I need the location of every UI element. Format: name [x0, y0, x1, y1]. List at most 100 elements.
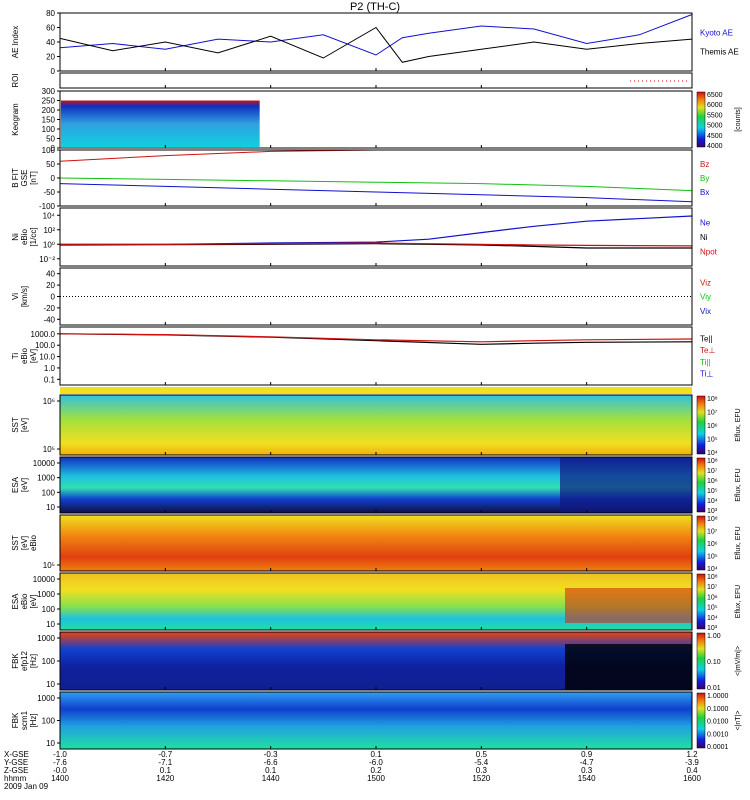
y-axis-label: GSE: [20, 170, 29, 187]
y-axis-label: [eV]: [29, 594, 38, 608]
y-tick-label: 100: [42, 146, 56, 155]
y-tick-label: 100: [42, 605, 56, 614]
y-tick-label: 250: [42, 97, 56, 106]
colorbar-tick-label: 0.10: [707, 659, 721, 666]
colorbar-tick-label: 10⁷: [707, 468, 718, 475]
colorbar-label: <|mV/m|>: [735, 646, 742, 676]
y-tick-label: 200: [42, 106, 56, 115]
footer-value: -6.0: [369, 758, 383, 767]
colorbar-tick-label: 10³: [707, 508, 718, 515]
legend-entry: Ne: [700, 219, 711, 228]
y-tick-label: 10: [46, 680, 55, 689]
colorbar-tick-label: 4000: [707, 143, 723, 150]
series-line: [60, 215, 693, 245]
colorbar-label: <|nT|>: [735, 711, 742, 731]
footer-value: -7.1: [158, 758, 172, 767]
y-tick-label: 1000.0: [31, 330, 56, 339]
y-tick-label: 100: [42, 125, 56, 134]
y-tick-label: 10⁴: [43, 211, 56, 220]
y-tick-label: 10⁵: [43, 561, 55, 570]
y-tick-label: 10.0: [39, 353, 55, 362]
footer-value: 0.5: [476, 750, 488, 759]
footer-row-label: Z-GSE: [4, 766, 28, 775]
colorbar-tick-label: 0.0010: [707, 731, 729, 738]
y-tick-label: 40: [46, 270, 55, 279]
footer-value: -0.3: [264, 750, 278, 759]
footer-value: 1440: [262, 774, 280, 783]
colorbar-tick-label: 10⁶: [707, 478, 718, 485]
spectrogram-overlay: [565, 588, 692, 623]
y-axis-label: ESA: [11, 593, 20, 610]
keogram-image: [61, 100, 260, 147]
y-tick-label: -50: [43, 188, 55, 197]
y-tick-label: 10000: [33, 575, 56, 584]
colorbar: [696, 395, 706, 455]
y-axis-label: [Hz]: [29, 713, 38, 727]
footer-value: 1.2: [686, 750, 698, 759]
colorbar-tick-label: 10³: [707, 625, 718, 632]
footer-value: 1540: [578, 774, 596, 783]
spectrogram-image: [60, 395, 692, 455]
footer-row-label: Y-GSE: [4, 758, 28, 767]
y-axis-label: eBio: [20, 593, 29, 610]
y-tick-label: 100.0: [35, 341, 56, 350]
colorbar-tick-label: 6500: [707, 92, 723, 99]
y-axis-label: eBio: [20, 347, 29, 364]
legend-entry: Ti⊥: [700, 369, 713, 378]
footer-value: 1600: [683, 774, 701, 783]
footer-value: 0.9: [581, 750, 593, 759]
y-tick-label: 10⁻²: [39, 255, 55, 264]
series-line: [60, 242, 693, 247]
colorbar-tick-label: 0.0001: [707, 744, 729, 751]
y-axis-label: Ti: [11, 353, 20, 360]
spectrogram-overlay: [565, 644, 692, 690]
page-title: P2 (TH-C): [350, 1, 400, 13]
colorbar-label: Eflux, EFU: [735, 585, 742, 618]
colorbar-tick-label: 4500: [707, 133, 723, 140]
colorbar-tick-label: 6000: [707, 102, 723, 109]
y-axis-label: SST: [11, 535, 20, 551]
spectrogram-image: [60, 692, 692, 749]
y-axis-label: FBK: [11, 653, 20, 669]
colorbar-tick-label: 10⁴: [707, 498, 718, 505]
legend-entry: By: [700, 174, 709, 183]
colorbar-tick-label: 1.00: [707, 633, 721, 640]
spectrogram-image: [60, 515, 692, 571]
y-tick-label: 300: [42, 87, 56, 96]
y-axis-label: [eV]: [20, 536, 29, 550]
y-tick-label: 40: [46, 38, 55, 47]
colorbar-tick-label: 10⁸: [707, 458, 718, 465]
colorbar-tick-label: 10⁵: [707, 488, 718, 495]
colorbar-tick-label: 10⁸: [707, 396, 718, 403]
y-tick-label: -20: [43, 304, 55, 313]
colorbar-tick-label: 10⁵: [707, 554, 718, 561]
y-tick-label: 10²: [43, 226, 55, 235]
colorbar: [696, 573, 706, 630]
y-axis-label: efp12: [20, 650, 29, 671]
footer-value: 0.2: [370, 766, 382, 775]
y-axis-label: [eV]: [20, 478, 29, 492]
y-tick-label: 50: [46, 135, 55, 144]
colorbar-tick-label: 10⁴: [707, 615, 718, 622]
legend-entry: Npot: [700, 248, 718, 257]
colorbar-tick-label: 10⁸: [707, 516, 718, 523]
y-axis-label: SST: [11, 417, 20, 433]
footer-value: 0.1: [265, 766, 277, 775]
y-tick-label: 10: [46, 739, 55, 748]
footer-value: 0.3: [476, 766, 488, 775]
y-tick-label: 10: [46, 620, 55, 629]
y-tick-label: 20: [46, 281, 55, 290]
y-tick-label: 0: [51, 174, 56, 183]
y-tick-label: 1.0: [44, 364, 56, 373]
colorbar: [696, 91, 706, 148]
y-axis-label: FBK: [11, 712, 20, 728]
y-tick-label: 10: [46, 503, 55, 512]
legend-entry: Te⊥: [700, 346, 715, 355]
spectrogram-overlay: [560, 457, 692, 513]
legend-entry: Themis AE: [700, 48, 739, 57]
colorbar-tick-label: 1.0000: [707, 693, 729, 700]
colorbar: [696, 457, 706, 513]
footer-value: -7.6: [53, 758, 67, 767]
colorbar-tick-label: 10⁴: [707, 450, 718, 457]
colorbar-tick-label: 10⁴: [707, 566, 718, 573]
